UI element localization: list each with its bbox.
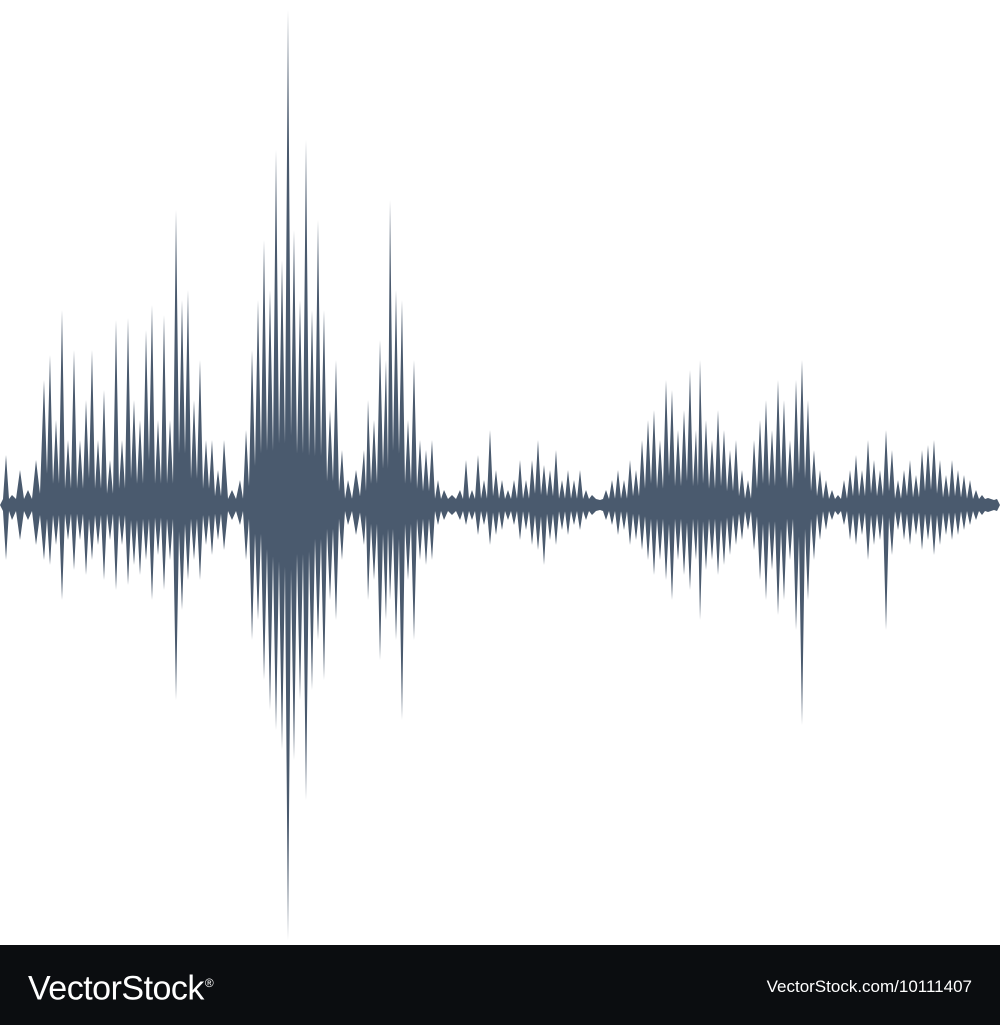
waveform-canvas (0, 10, 1000, 940)
image-id-label: VectorStock.com/10111407 (766, 977, 972, 996)
registered-mark: ® (204, 976, 214, 990)
sound-wave-shape (0, 10, 1000, 940)
brand-name: VectorStock (28, 969, 204, 1008)
vectorstock-logo: VectorStock® (28, 963, 214, 1008)
sound-wave-graphic (0, 10, 1000, 940)
watermark-footer: VectorStock® VectorStock.com/10111407 (0, 945, 1000, 1025)
